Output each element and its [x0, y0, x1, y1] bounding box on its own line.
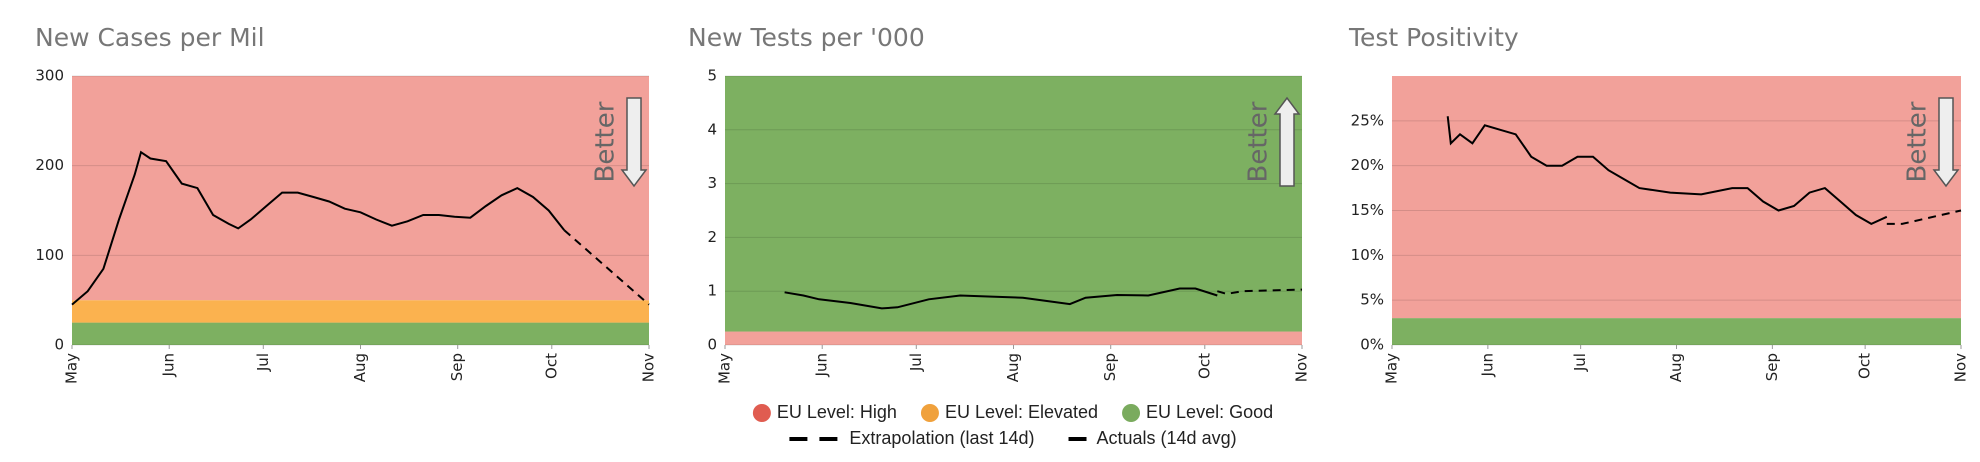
x-tick-label: May: [63, 353, 81, 384]
x-tick-label: Sep: [1101, 353, 1119, 381]
series-line: [71, 150, 566, 306]
legend-label: EU Level: High: [777, 402, 897, 422]
series-line: [1886, 209, 1962, 225]
chart-title: New Tests per '000: [688, 23, 925, 52]
y-tick-label: 10%: [1351, 246, 1384, 264]
y-tick-label: 0: [54, 336, 64, 354]
better-arrow: [1932, 97, 1960, 188]
level-band: [725, 331, 1302, 345]
better-arrow: [1273, 96, 1301, 187]
x-tick-label: Jun: [1478, 353, 1496, 377]
y-tick-label: 200: [35, 156, 64, 174]
y-tick-label: 5%: [1360, 291, 1384, 309]
x-tick-label: Oct: [542, 353, 560, 379]
x-tick-label: Aug: [351, 353, 369, 382]
x-tick-label: Sep: [448, 353, 466, 381]
legend-label: EU Level: Elevated: [945, 402, 1098, 422]
level-band: [72, 76, 649, 301]
x-tick-label: Sep: [1763, 353, 1781, 381]
level-band: [1392, 76, 1961, 319]
better-arrow: [620, 97, 648, 188]
series-line: [1446, 116, 1888, 226]
legend-label: EU Level: Good: [1146, 402, 1273, 422]
better-label: Better: [1244, 101, 1274, 182]
x-tick-label: Nov: [640, 353, 658, 382]
y-tick-label: 0: [707, 336, 717, 354]
y-tick-label: 0%: [1360, 336, 1384, 354]
better-label: Better: [591, 101, 621, 182]
x-tick-label: Jul: [1571, 353, 1589, 372]
x-tick-label: Jul: [907, 353, 925, 372]
better-label: Better: [1903, 101, 1933, 182]
y-tick-label: 2: [707, 228, 717, 246]
y-tick-label: 300: [35, 67, 64, 85]
y-tick-label: 5: [707, 67, 717, 85]
y-tick-label: 25%: [1351, 111, 1384, 129]
level-band: [72, 300, 649, 323]
x-tick-label: Nov: [1293, 353, 1311, 382]
x-tick-label: Oct: [1856, 353, 1874, 379]
y-tick-label: 100: [35, 246, 64, 264]
x-tick-label: May: [1383, 353, 1401, 384]
chart-title: New Cases per Mil: [35, 23, 265, 52]
legend-swatch: [920, 404, 939, 422]
x-tick-label: Aug: [1667, 353, 1685, 382]
y-tick-label: 4: [707, 120, 717, 138]
x-tick-label: May: [716, 353, 734, 384]
y-tick-label: 15%: [1351, 201, 1384, 219]
x-tick-label: Aug: [1004, 353, 1022, 382]
legend-swatch: [752, 404, 771, 422]
series-line: [784, 287, 1218, 310]
x-tick-label: Jul: [254, 353, 272, 372]
series-line: [1217, 288, 1303, 295]
legend-label: Extrapolation (last 14d): [849, 428, 1034, 448]
x-tick-label: Jun: [813, 353, 831, 377]
level-band: [725, 76, 1302, 332]
level-band: [72, 322, 649, 345]
series-line: [563, 229, 650, 306]
x-tick-label: Jun: [160, 353, 178, 377]
legend-row: Extrapolation (last 14d) Actuals (14d avg…: [789, 428, 1237, 448]
y-tick-label: 3: [707, 174, 717, 192]
legend-label: Actuals (14d avg): [1097, 428, 1237, 448]
legend-row: EU Level: High EU Level: Elevated EU Level…: [752, 402, 1273, 422]
x-tick-label: Nov: [1952, 353, 1970, 382]
y-tick-label: 20%: [1351, 156, 1384, 174]
x-tick-label: Oct: [1195, 353, 1213, 379]
level-band: [1392, 318, 1961, 345]
chart-title: Test Positivity: [1348, 23, 1519, 52]
legend-swatch: [1122, 404, 1141, 422]
y-tick-label: 1: [707, 282, 717, 300]
